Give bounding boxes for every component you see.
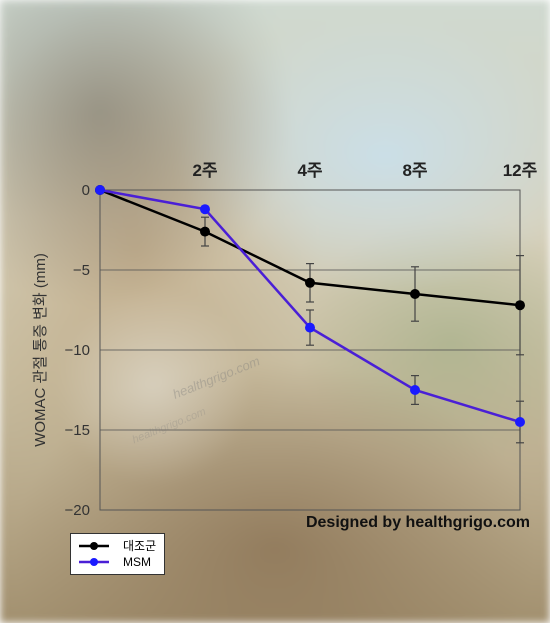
y-axis-label: WOMAC 관절 통증 변화 (mm) xyxy=(32,253,49,447)
y-tick-label: 0 xyxy=(82,182,90,199)
series-line xyxy=(100,190,520,422)
y-tick-label: −20 xyxy=(65,502,90,519)
series-marker xyxy=(410,385,420,395)
x-tick-label: 4주 xyxy=(297,161,322,180)
series-marker xyxy=(515,300,525,310)
series-marker xyxy=(200,204,210,214)
legend-label: 대조군 xyxy=(123,538,156,554)
legend-item: MSM xyxy=(77,554,156,570)
y-tick-label: −10 xyxy=(65,342,90,359)
y-tick-label: −5 xyxy=(73,262,90,279)
series-marker xyxy=(515,417,525,427)
legend-label: MSM xyxy=(123,554,151,570)
legend-item: 대조군 xyxy=(77,538,156,554)
series-marker xyxy=(410,289,420,299)
x-tick-label: 8주 xyxy=(402,161,427,180)
y-tick-label: −15 xyxy=(65,422,90,439)
x-tick-label: 12주 xyxy=(503,161,538,180)
legend: 대조군MSM xyxy=(70,533,165,575)
series-marker xyxy=(200,227,210,237)
series-marker xyxy=(95,185,105,195)
x-tick-label: 2주 xyxy=(192,161,217,180)
series-marker xyxy=(305,278,315,288)
credit-text: Designed by healthgrigo.com xyxy=(306,514,530,532)
series-marker xyxy=(305,323,315,333)
chart-container: 0 −5 −10 −15 −20 2주 4주 8주 12주 WOMAC 관절 통증 변화 (mm)… xyxy=(0,0,550,623)
